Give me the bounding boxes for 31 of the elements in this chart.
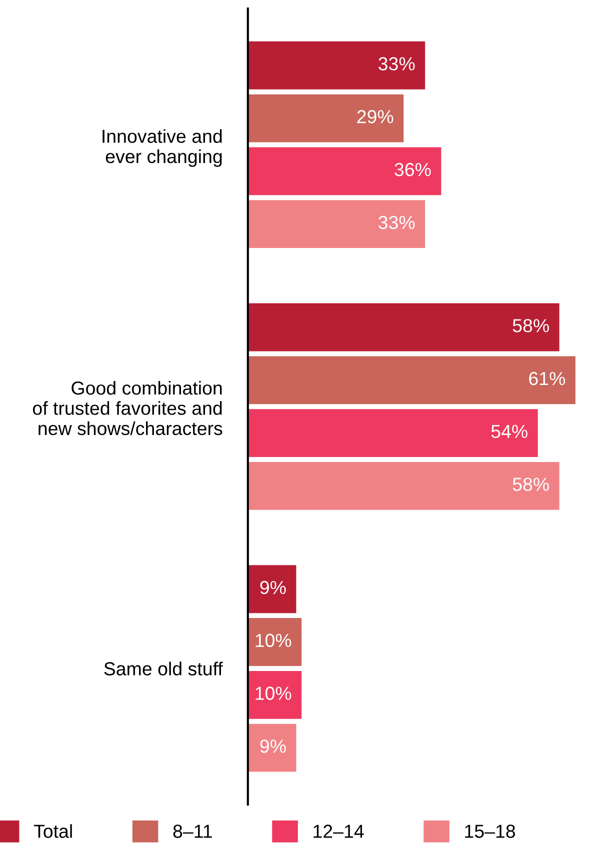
bar bbox=[248, 147, 442, 196]
legend-label: 8–11 bbox=[173, 824, 212, 838]
data-label: 10% bbox=[256, 686, 292, 700]
bar bbox=[248, 724, 296, 772]
bar bbox=[248, 41, 426, 90]
data-label: 54% bbox=[491, 424, 528, 438]
bar bbox=[248, 462, 560, 510]
bar bbox=[248, 303, 560, 352]
data-label: 33% bbox=[378, 216, 415, 230]
y-tick-label: Innovative and ever changing bbox=[102, 129, 222, 167]
legend-label: Total bbox=[34, 824, 72, 838]
data-label: 58% bbox=[512, 319, 549, 332]
data-label: 10% bbox=[256, 634, 292, 648]
data-label: 36% bbox=[394, 162, 431, 176]
data-label: 9% bbox=[260, 580, 286, 594]
bar bbox=[248, 356, 576, 404]
data-label: 29% bbox=[357, 110, 394, 124]
bar bbox=[248, 200, 426, 248]
bar bbox=[248, 618, 302, 666]
data-label: 33% bbox=[378, 57, 415, 70]
bar bbox=[248, 670, 302, 719]
data-label: 58% bbox=[512, 478, 549, 491]
legend-label: 15–18 bbox=[465, 824, 516, 838]
bar bbox=[248, 409, 538, 458]
bar bbox=[248, 565, 296, 614]
legend-label: 12–14 bbox=[314, 824, 364, 838]
y-tick-label: Good combination of trusted favorites and new shows/characters bbox=[32, 380, 222, 436]
data-label: 9% bbox=[260, 740, 286, 753]
bar bbox=[248, 94, 404, 142]
y-tick-label: Same old stuff bbox=[104, 662, 223, 676]
data-label: 61% bbox=[529, 372, 566, 386]
